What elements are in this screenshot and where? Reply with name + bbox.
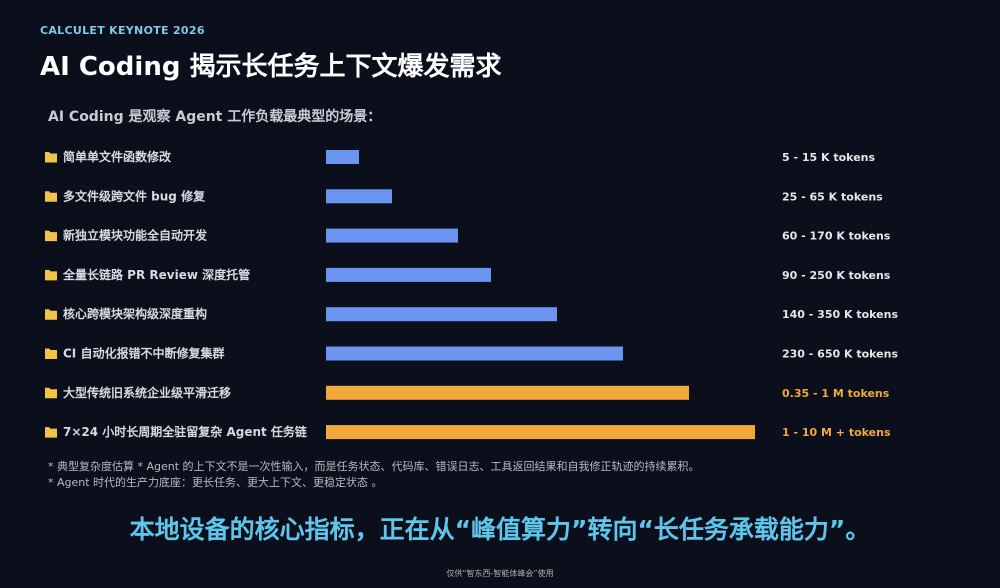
- brand-label: CALCULET KEYNOTE 2026: [40, 24, 205, 37]
- headline-statement: 本地设备的核心指标，正在从“峰值算力”转向“长任务承载能力”。: [129, 515, 871, 544]
- category-label: 大型传统旧系统企业级平滑迁移: [63, 385, 231, 400]
- footnote-line-2: * Agent 时代的生产力底座：更长任务、更大上下文、更稳定状态 。: [48, 476, 383, 489]
- value-label: 140 - 350 K tokens: [782, 308, 898, 321]
- bar: [326, 385, 689, 400]
- chart-subtitle: AI Coding 是观察 Agent 工作负载最典型的场景：: [48, 109, 382, 125]
- value-label: 1 - 10 M + tokens: [782, 426, 891, 439]
- token-bar-chart: 简单单文件函数修改 5 - 15 K tokens 多文件级跨文件 bug 修复 25…: [45, 149, 898, 440]
- folder-icon: [45, 230, 57, 242]
- value-label: 5 - 15 K tokens: [782, 151, 875, 164]
- value-label: 90 - 250 K tokens: [782, 269, 891, 282]
- category-label: CI 自动化报错不中断修复集群: [63, 346, 224, 361]
- category-label: 7×24 小时长周期全驻留复杂 Agent 任务链: [63, 424, 308, 439]
- folder-icon: [45, 348, 57, 359]
- category-label: 简单单文件函数修改: [63, 149, 172, 164]
- value-label: 230 - 650 K tokens: [782, 348, 898, 361]
- page-title: AI Coding 揭示长任务上下文爆发需求: [40, 52, 502, 82]
- folder-icon: [45, 427, 57, 438]
- folder-icon: [45, 387, 57, 399]
- footnote-line-1: * 典型复杂度估算 * Agent 的上下文不是一次性输入，而是任务状态、代码库…: [48, 460, 700, 473]
- bar: [326, 307, 557, 322]
- folder-icon: [45, 269, 57, 281]
- footnotes: * 典型复杂度估算 * Agent 的上下文不是一次性输入，而是任务状态、代码库…: [48, 459, 700, 491]
- folder-icon: [45, 191, 57, 202]
- bar: [326, 150, 359, 164]
- category-label: 多文件级跨文件 bug 修复: [63, 188, 206, 203]
- folder-icon: [45, 309, 57, 320]
- bar: [326, 189, 392, 204]
- category-label: 新独立模块功能全自动开发: [63, 228, 208, 243]
- category-label: 全量长链路 PR Review 深度托管: [62, 267, 250, 282]
- bar: [326, 228, 458, 243]
- bar: [326, 346, 623, 361]
- category-label: 核心跨模块架构级深度重构: [63, 306, 207, 321]
- bar: [326, 267, 491, 282]
- value-label: 0.35 - 1 M tokens: [782, 387, 890, 400]
- bar: [326, 425, 755, 440]
- value-label: 25 - 65 K tokens: [782, 190, 883, 203]
- footer-usage-note: 仅供“智东西-智能体峰会”使用: [446, 569, 554, 578]
- folder-icon: [45, 152, 57, 163]
- value-label: 60 - 170 K tokens: [782, 230, 891, 243]
